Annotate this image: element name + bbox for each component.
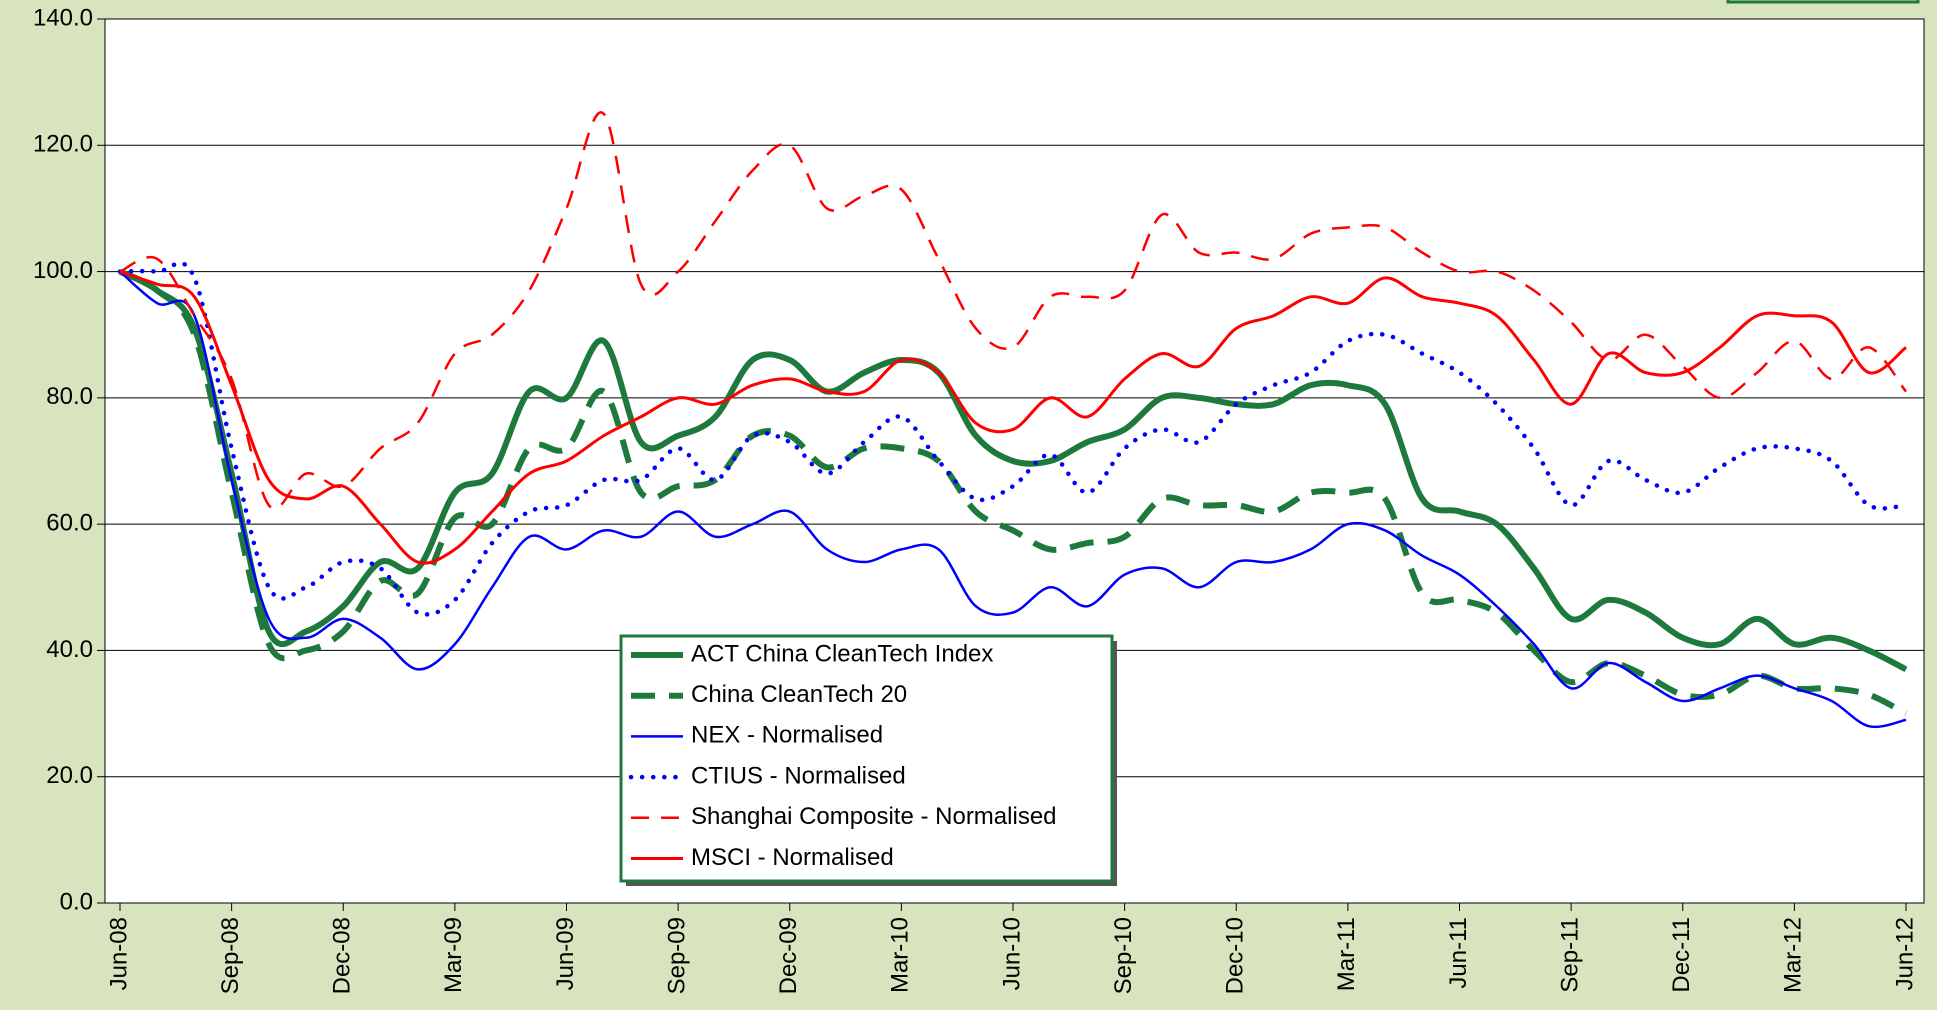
series-line — [118, 268, 1908, 673]
y-tick-label: 40.0 — [46, 636, 93, 663]
y-tick-label: 100.0 — [33, 257, 93, 284]
x-tick-label: Mar-12 — [1780, 917, 1807, 993]
series-line — [119, 111, 1907, 510]
legend-label: Shanghai Composite - Normalised — [691, 803, 1057, 830]
x-tick-label: Jun-08 — [105, 917, 132, 990]
x-tick-label: Mar-10 — [887, 917, 914, 993]
x-tick-label: Dec-08 — [329, 917, 356, 994]
series-line — [117, 261, 1909, 617]
x-tick-label: Sep-11 — [1556, 917, 1583, 993]
x-tick-label: Sep-10 — [1110, 917, 1137, 994]
series-line — [118, 268, 1908, 717]
legend-label: NEX - Normalised — [691, 722, 883, 749]
series-line — [119, 270, 1907, 565]
y-tick-label: 20.0 — [46, 762, 93, 789]
lines — [117, 111, 1909, 729]
x-tick-label: Jun-09 — [552, 917, 579, 990]
legend-box — [619, 634, 1114, 883]
y-tick-label: 0.0 — [60, 888, 93, 915]
y-tick-label: 140.0 — [33, 4, 93, 31]
legend-label: China CleanTech 20 — [691, 681, 907, 708]
legend: ACT China CleanTech Index China CleanTech… — [619, 634, 1117, 886]
legend-label: ACT China CleanTech Index — [691, 640, 993, 667]
x-tick-label: Jun-12 — [1891, 917, 1918, 990]
x-tick-label: Sep-08 — [217, 917, 244, 994]
legend-label: CTIUS - Normalised — [691, 762, 906, 789]
x-tick-label: Jun-10 — [998, 917, 1025, 990]
x-tick-label: Mar-11 — [1333, 917, 1360, 991]
y-tick-label: 120.0 — [33, 131, 93, 158]
x-tick-label: Sep-09 — [663, 917, 690, 994]
legend-label: MSCI - Normalised — [691, 844, 894, 871]
y-tick-label: 60.0 — [46, 509, 93, 536]
x-tick-label: Mar-09 — [440, 917, 467, 993]
x-tick-label: Jun-11 — [1445, 917, 1472, 989]
series-line — [119, 270, 1907, 729]
x-tick-label: Dec-09 — [775, 917, 802, 994]
x-tick-label: Dec-11 — [1668, 917, 1695, 993]
x-tick-label: Dec-10 — [1222, 917, 1249, 994]
grid: 0.0 20.0 40.0 60.0 80.0 100.0 120.0 140.0 Jun-08… — [33, 4, 1924, 994]
frame-corner — [1726, 0, 1920, 4]
y-tick-label: 80.0 — [46, 383, 93, 410]
